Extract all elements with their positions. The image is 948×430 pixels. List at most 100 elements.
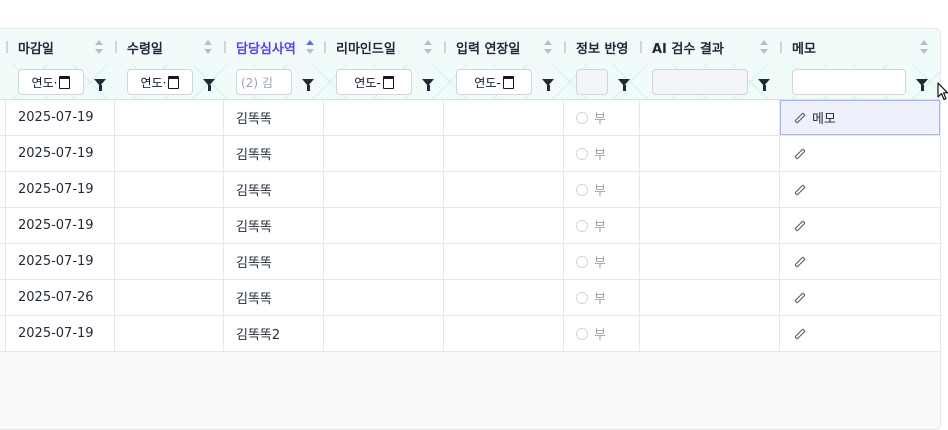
- col-header-reviewer[interactable]: 담당심사역: [224, 29, 324, 65]
- received-cell[interactable]: [115, 172, 224, 207]
- remind-cell[interactable]: [324, 100, 444, 135]
- status-cell[interactable]: 부: [564, 244, 640, 279]
- ai-review-cell[interactable]: [640, 280, 780, 315]
- table-row[interactable]: 2025-07-19 김똑똑 부 메모: [0, 100, 940, 136]
- remind-date-filter[interactable]: 연도-: [336, 69, 412, 95]
- col-header-deadline[interactable]: 마감일: [6, 29, 115, 65]
- pencil-icon[interactable]: [794, 147, 806, 160]
- status-cell[interactable]: 부: [564, 100, 640, 135]
- reviewer-cell[interactable]: 김똑똑: [224, 100, 324, 135]
- remind-cell[interactable]: [324, 244, 444, 279]
- filter-funnel-icon[interactable]: [758, 78, 770, 91]
- ai-review-cell[interactable]: [640, 244, 780, 279]
- deadline-cell[interactable]: 2025-07-19: [6, 172, 115, 207]
- deadline-cell[interactable]: 2025-07-19: [6, 136, 115, 171]
- sort-icon[interactable]: [424, 40, 432, 54]
- table-row[interactable]: 2025-07-19 김똑똑 부: [0, 244, 940, 280]
- reviewer-cell[interactable]: 김똑똑: [224, 136, 324, 171]
- reviewer-cell[interactable]: 김똑똑: [224, 208, 324, 243]
- extend-cell[interactable]: [444, 100, 564, 135]
- extend-date-filter[interactable]: 연도-: [456, 69, 532, 95]
- status-cell[interactable]: 부: [564, 136, 640, 171]
- remind-cell[interactable]: [324, 280, 444, 315]
- remind-cell[interactable]: [324, 208, 444, 243]
- col-header-status[interactable]: 정보 반영: [564, 29, 640, 65]
- remind-cell[interactable]: [324, 316, 444, 351]
- received-cell[interactable]: [115, 244, 224, 279]
- deadline-cell[interactable]: 2025-07-19: [6, 100, 115, 135]
- reviewer-cell[interactable]: 김똑똑: [224, 172, 324, 207]
- pencil-icon[interactable]: [794, 219, 806, 232]
- table-row[interactable]: 2025-07-26 김똑똑 부: [0, 280, 940, 316]
- filter-funnel-icon[interactable]: [618, 78, 630, 91]
- status-cell[interactable]: 부: [564, 208, 640, 243]
- reviewer-cell[interactable]: 김똑똑: [224, 244, 324, 279]
- ai-review-cell[interactable]: [640, 208, 780, 243]
- col-header-memo[interactable]: 메모: [780, 29, 940, 65]
- ai-review-cell[interactable]: [640, 100, 780, 135]
- filter-funnel-icon[interactable]: [302, 78, 314, 91]
- reviewer-multiselect-filter[interactable]: (2) 김: [236, 69, 292, 95]
- pencil-icon[interactable]: [794, 255, 806, 268]
- status-filter-input[interactable]: [576, 69, 608, 95]
- extend-cell[interactable]: [444, 244, 564, 279]
- sort-icon[interactable]: [306, 40, 314, 54]
- remind-cell[interactable]: [324, 172, 444, 207]
- received-cell[interactable]: [115, 136, 224, 171]
- sort-icon[interactable]: [95, 40, 103, 54]
- remind-cell[interactable]: [324, 136, 444, 171]
- calendar-icon[interactable]: [168, 75, 180, 89]
- sort-icon[interactable]: [544, 40, 552, 54]
- ai-review-filter-input[interactable]: [652, 69, 748, 95]
- deadline-cell[interactable]: 2025-07-19: [6, 244, 115, 279]
- calendar-icon[interactable]: [59, 75, 71, 89]
- memo-cell[interactable]: 메모: [780, 100, 940, 135]
- extend-cell[interactable]: [444, 136, 564, 171]
- memo-filter-input[interactable]: [792, 69, 906, 95]
- calendar-icon[interactable]: [502, 75, 514, 89]
- sort-icon[interactable]: [920, 40, 928, 54]
- ai-review-cell[interactable]: [640, 136, 780, 171]
- reviewer-cell[interactable]: 김똑똑: [224, 280, 324, 315]
- deadline-date-filter[interactable]: 연도·: [18, 69, 84, 95]
- reviewer-cell[interactable]: 김똑똑2: [224, 316, 324, 351]
- sort-icon[interactable]: [760, 40, 768, 54]
- memo-cell[interactable]: [780, 172, 940, 207]
- memo-cell[interactable]: [780, 136, 940, 171]
- filter-funnel-icon[interactable]: [422, 78, 434, 91]
- extend-cell[interactable]: [444, 280, 564, 315]
- filter-funnel-icon[interactable]: [94, 78, 106, 91]
- calendar-icon[interactable]: [382, 75, 394, 89]
- memo-cell[interactable]: [780, 280, 940, 315]
- deadline-cell[interactable]: 2025-07-26: [6, 280, 115, 315]
- deadline-cell[interactable]: 2025-07-19: [6, 208, 115, 243]
- filter-funnel-icon[interactable]: [203, 78, 215, 91]
- extend-cell[interactable]: [444, 208, 564, 243]
- received-date-filter[interactable]: 연도·: [127, 69, 193, 95]
- col-header-extend[interactable]: 입력 연장일: [444, 29, 564, 65]
- table-row[interactable]: 2025-07-19 김똑똑 부: [0, 136, 940, 172]
- pencil-icon[interactable]: [794, 327, 806, 340]
- pencil-icon[interactable]: [794, 183, 806, 196]
- table-row[interactable]: 2025-07-19 김똑똑2 부: [0, 316, 940, 352]
- memo-cell[interactable]: [780, 244, 940, 279]
- received-cell[interactable]: [115, 208, 224, 243]
- received-cell[interactable]: [115, 100, 224, 135]
- ai-review-cell[interactable]: [640, 172, 780, 207]
- extend-cell[interactable]: [444, 316, 564, 351]
- pencil-icon[interactable]: [794, 111, 806, 124]
- filter-funnel-icon[interactable]: [916, 78, 928, 91]
- received-cell[interactable]: [115, 280, 224, 315]
- table-row[interactable]: 2025-07-19 김똑똑 부: [0, 172, 940, 208]
- col-header-received[interactable]: 수령일: [115, 29, 224, 65]
- status-cell[interactable]: 부: [564, 280, 640, 315]
- col-header-ai-review[interactable]: AI 검수 결과: [640, 29, 780, 65]
- received-cell[interactable]: [115, 316, 224, 351]
- status-cell[interactable]: 부: [564, 316, 640, 351]
- memo-cell[interactable]: [780, 208, 940, 243]
- table-row[interactable]: 2025-07-19 김똑똑 부: [0, 208, 940, 244]
- sort-icon[interactable]: [204, 40, 212, 54]
- extend-cell[interactable]: [444, 172, 564, 207]
- deadline-cell[interactable]: 2025-07-19: [6, 316, 115, 351]
- ai-review-cell[interactable]: [640, 316, 780, 351]
